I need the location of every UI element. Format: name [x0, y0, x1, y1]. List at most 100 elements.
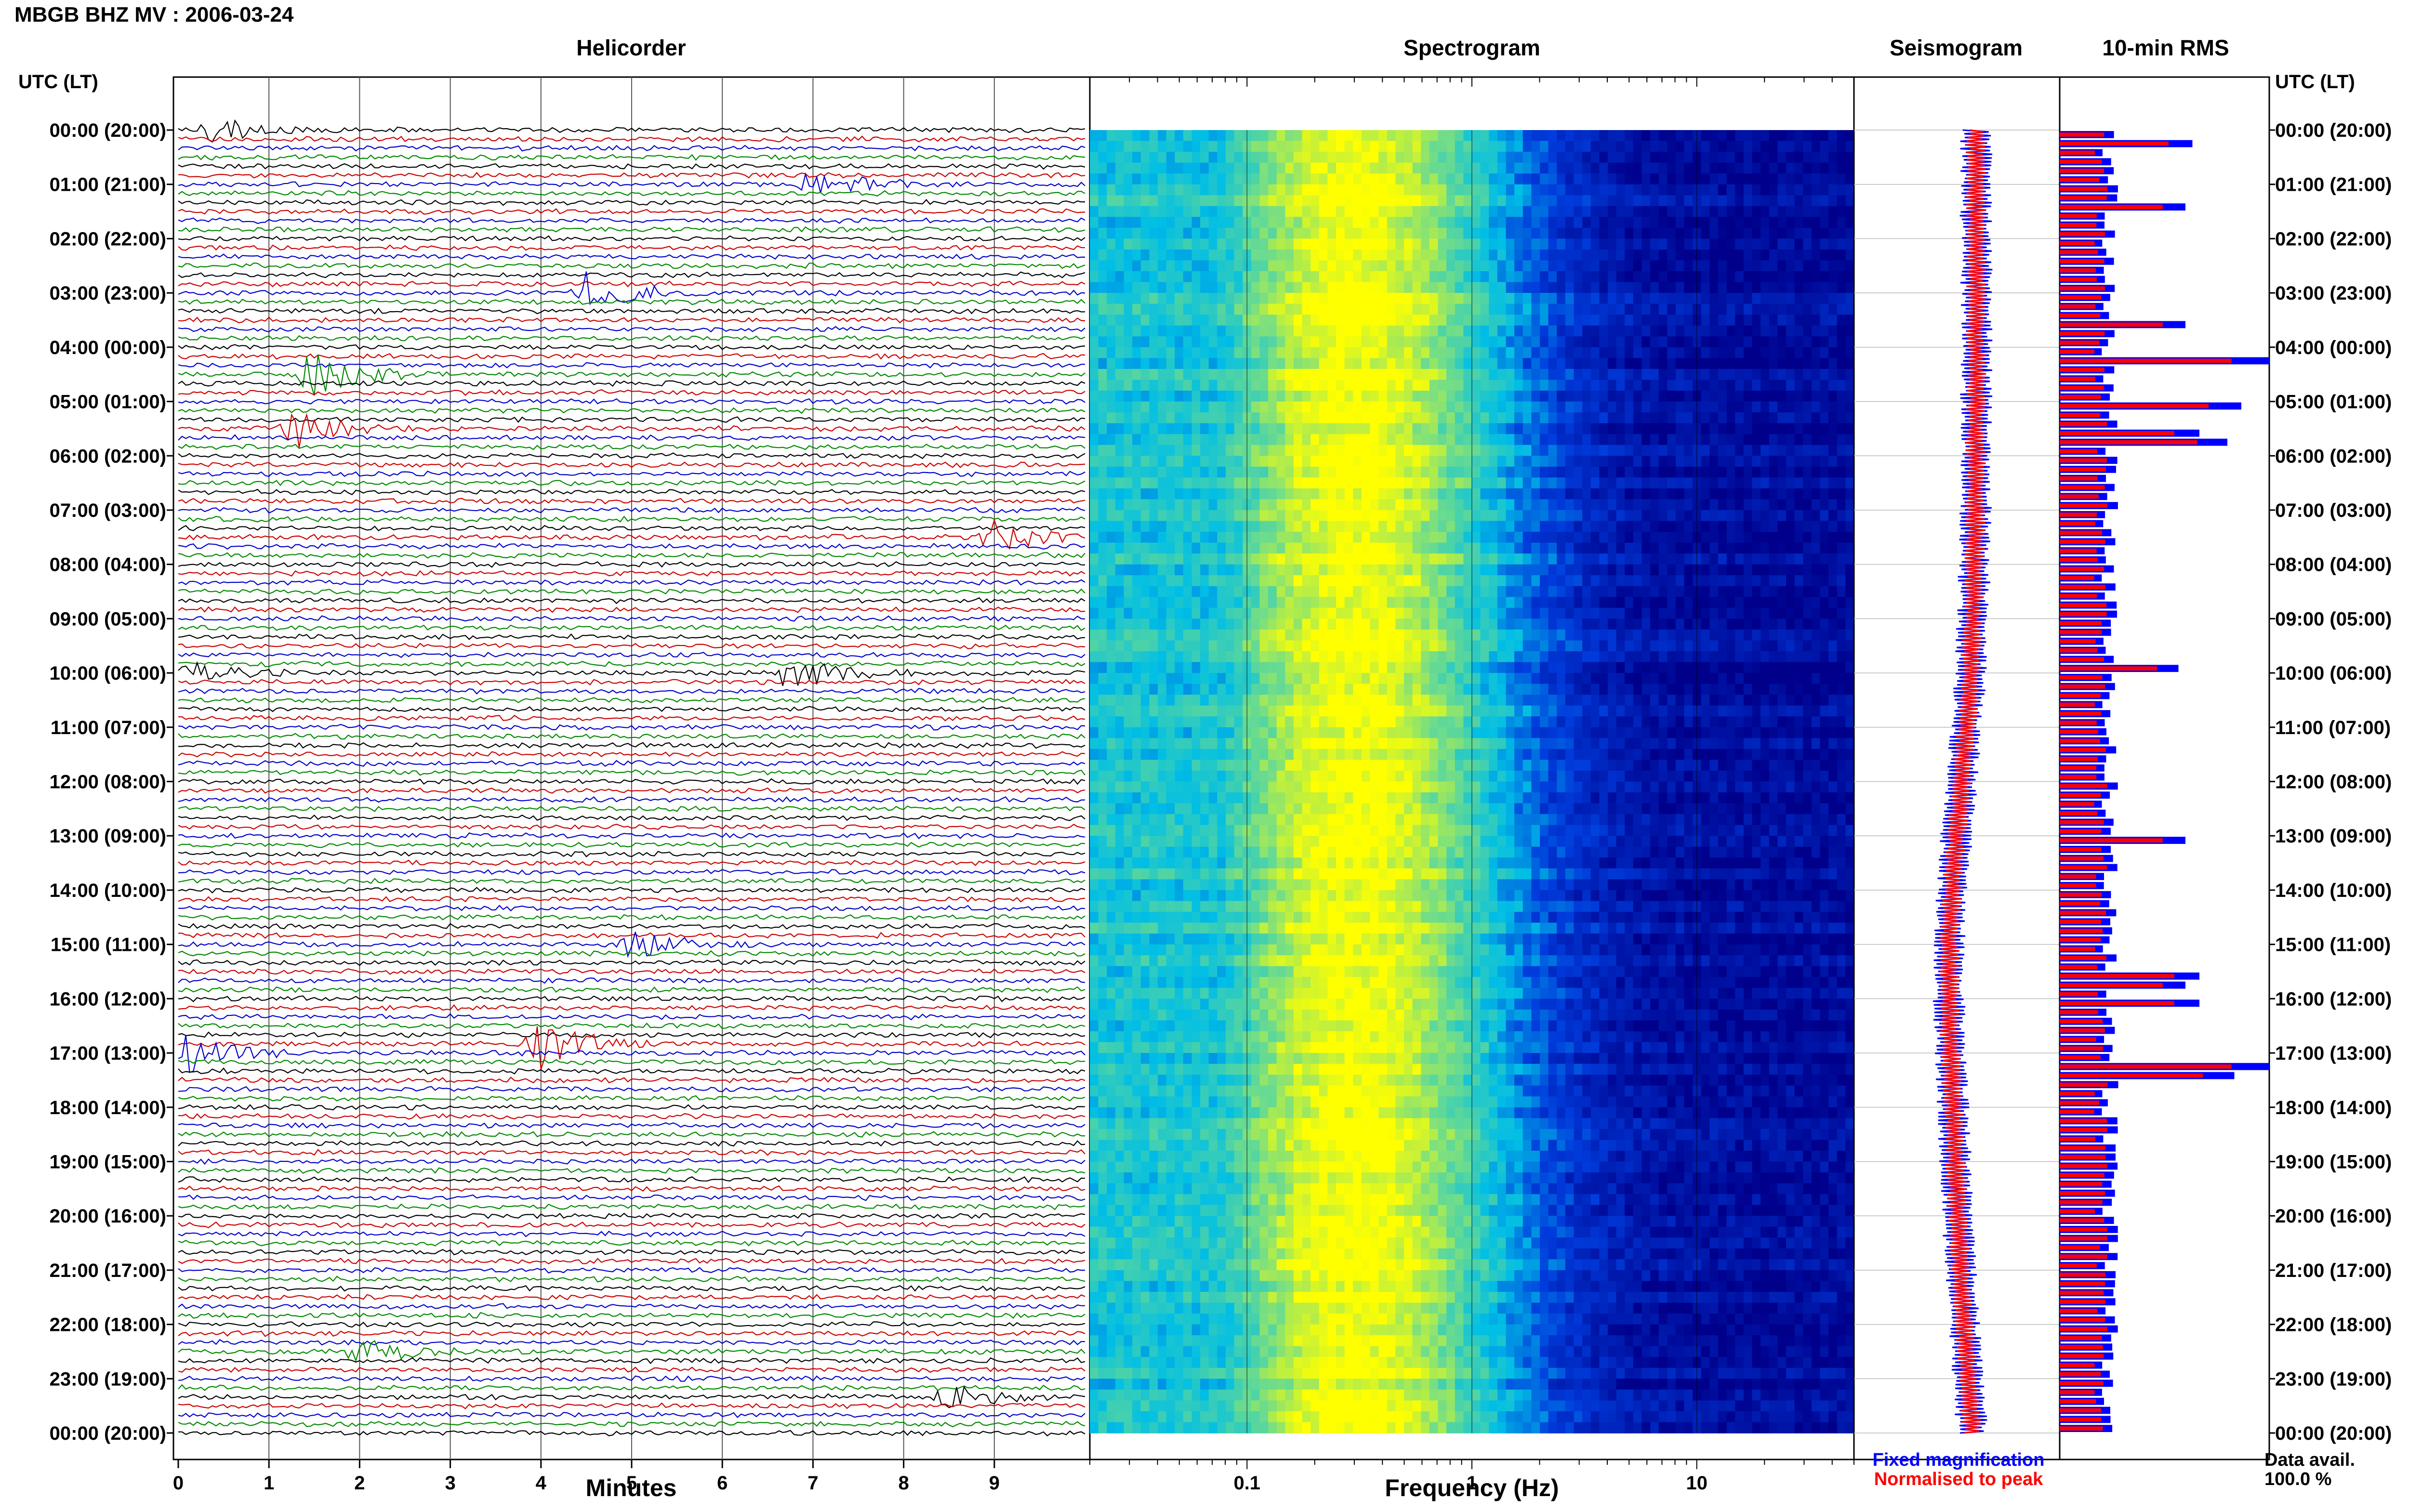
spectrogram-cell — [1149, 380, 1158, 391]
spectrogram-cell — [1641, 521, 1651, 532]
spectrogram-cell — [1489, 315, 1498, 326]
spectrogram-cell — [1191, 152, 1201, 163]
spectrogram-cell — [1803, 260, 1812, 272]
spectrogram-cell — [1395, 227, 1404, 239]
spectrogram-cell — [1259, 629, 1269, 641]
spectrogram-cell — [1285, 130, 1294, 142]
spectrogram-cell — [1327, 368, 1337, 381]
spectrogram-cell — [1701, 358, 1710, 369]
spectrogram-cell — [1540, 423, 1549, 434]
spectrogram-cell — [1149, 238, 1158, 250]
spectrogram-cell — [1616, 293, 1625, 304]
spectrogram-cell — [1124, 564, 1133, 576]
spectrogram-cell — [1582, 542, 1591, 554]
spectrogram-cell — [1565, 629, 1575, 641]
spectrogram-cell — [1820, 152, 1829, 163]
spectrogram-cell — [1404, 368, 1413, 381]
spectrogram-cell — [1803, 162, 1812, 174]
spectrogram-cell — [1090, 347, 1099, 359]
spectrogram-cell — [1293, 227, 1303, 239]
spectrogram-cell — [1726, 358, 1736, 369]
spectrogram-cell — [1353, 510, 1362, 522]
spectrogram-cell — [1837, 629, 1846, 641]
spectrogram-cell — [1590, 607, 1600, 619]
spectrogram-cell — [1455, 141, 1464, 152]
spectrogram-cell — [1820, 217, 1829, 228]
spectrogram-title: Spectrogram — [1403, 35, 1540, 60]
spectrogram-cell — [1506, 445, 1515, 456]
spectrogram-cell — [1820, 401, 1829, 413]
spectrogram-cell — [1226, 564, 1235, 576]
spectrogram-cell — [1370, 325, 1379, 337]
spectrogram-cell — [1650, 586, 1659, 598]
spectrogram-cell — [1590, 380, 1600, 391]
spectrogram-cell — [1667, 141, 1676, 152]
spectrogram-cell — [1633, 553, 1642, 565]
spectrogram-cell — [1098, 184, 1107, 196]
spectrogram-cell — [1259, 532, 1269, 543]
spectrogram-cell — [1404, 575, 1413, 587]
spectrogram-cell — [1285, 368, 1294, 381]
spectrogram-cell — [1820, 488, 1829, 500]
spectrogram-cell — [1446, 564, 1456, 576]
spectrogram-cell — [1752, 423, 1761, 434]
spectrogram-cell — [1268, 347, 1277, 359]
spectrogram-cell — [1522, 315, 1532, 326]
spectrogram-cell — [1837, 250, 1846, 261]
spectrogram-cell — [1820, 629, 1829, 641]
spectrogram-cell — [1293, 368, 1303, 381]
spectrogram-cell — [1191, 456, 1201, 467]
spectrogram-cell — [1421, 282, 1430, 293]
spectrogram-cell — [1251, 510, 1260, 522]
spectrogram-cell — [1438, 260, 1447, 272]
spectrogram-cell — [1522, 445, 1532, 456]
spectrogram-cell — [1115, 456, 1125, 467]
spectrogram-cell — [1590, 358, 1600, 369]
spectrogram-cell — [1370, 456, 1379, 467]
spectrogram-cell — [1616, 553, 1625, 565]
spectrogram-cell — [1361, 651, 1371, 663]
spectrogram-cell — [1353, 271, 1362, 283]
spectrogram-cell — [1251, 521, 1260, 532]
spectrogram-cell — [1412, 391, 1421, 402]
spectrogram-cell — [1158, 130, 1167, 142]
spectrogram-cell — [1404, 466, 1413, 478]
spectrogram-cell — [1353, 575, 1362, 587]
helicorder-trace — [178, 633, 1085, 640]
spectrogram-cell — [1675, 184, 1685, 196]
spectrogram-cell — [1616, 423, 1625, 434]
helicorder-trace — [178, 1176, 1085, 1183]
spectrogram-cell — [1276, 162, 1286, 174]
spectrogram-cell — [1140, 456, 1150, 467]
spectrogram-cell — [1650, 152, 1659, 163]
spectrogram-cell — [1276, 575, 1286, 587]
spectrogram-cell — [1158, 466, 1167, 478]
spectrogram-cell — [1590, 412, 1600, 424]
spectrogram-cell — [1149, 618, 1158, 630]
spectrogram-cell — [1395, 575, 1404, 587]
helicorder-trace — [178, 1131, 1085, 1138]
spectrogram-cell — [1540, 477, 1549, 489]
spectrogram-cell — [1522, 477, 1532, 489]
spectrogram-cell — [1268, 173, 1277, 185]
spectrogram-cell — [1115, 184, 1125, 196]
spectrogram-cell — [1641, 184, 1651, 196]
spectrogram-cell — [1540, 575, 1549, 587]
spectrogram-cell — [1217, 391, 1226, 402]
spectrogram-cell — [1777, 260, 1787, 272]
spectrogram-cell — [1658, 477, 1668, 489]
spectrogram-cell — [1421, 347, 1430, 359]
spectrogram-cell — [1752, 303, 1761, 315]
spectrogram-cell — [1158, 238, 1167, 250]
spectrogram-cell — [1404, 250, 1413, 261]
spectrogram-cell — [1726, 217, 1736, 228]
spectrogram-cell — [1489, 271, 1498, 283]
spectrogram-cell — [1149, 673, 1158, 684]
spectrogram-cell — [1557, 521, 1566, 532]
spectrogram-cell — [1421, 130, 1430, 142]
spectrogram-cell — [1378, 336, 1388, 348]
spectrogram-cell — [1090, 358, 1099, 369]
spectrogram-cell — [1667, 368, 1676, 381]
spectrogram-cell — [1200, 315, 1209, 326]
spectrogram-cell — [1565, 303, 1575, 315]
